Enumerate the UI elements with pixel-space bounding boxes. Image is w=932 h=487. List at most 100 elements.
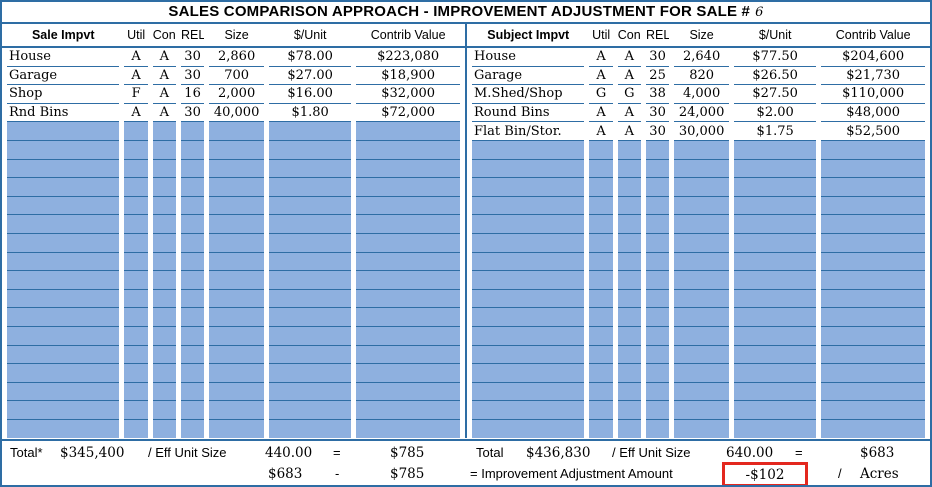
empty-cell[interactable] [209,345,265,365]
empty-cell[interactable] [7,252,120,272]
empty-cell[interactable] [589,159,613,179]
empty-cell[interactable] [209,382,265,402]
empty-cell[interactable] [821,345,925,365]
empty-cell[interactable] [269,345,352,365]
empty-cell[interactable] [180,401,205,420]
empty-cell[interactable] [472,178,585,197]
empty-cell[interactable] [124,233,148,253]
empty-cell[interactable] [269,289,352,309]
empty-cell[interactable] [7,289,120,309]
empty-cell[interactable] [269,308,352,327]
empty-cell[interactable] [645,233,670,253]
empty-cell[interactable] [124,345,148,365]
empty-cell[interactable] [734,178,817,197]
empty-cell[interactable] [645,196,670,216]
empty-cell[interactable] [674,271,730,290]
cell-contrib-value[interactable]: $21,730 [821,67,925,86]
empty-cell[interactable] [472,419,585,439]
cell-contrib-value[interactable]: $72,000 [356,104,460,123]
empty-cell[interactable] [7,326,120,346]
empty-cell[interactable] [152,419,176,439]
empty-cell[interactable] [124,289,148,309]
empty-cell[interactable] [472,382,585,402]
empty-cell[interactable] [617,233,641,253]
empty-cell[interactable] [269,382,352,402]
empty-cell[interactable] [124,308,148,327]
cell-rel[interactable]: 25 [645,67,670,86]
empty-cell[interactable] [734,308,817,327]
empty-cell[interactable] [269,140,352,160]
empty-cell[interactable] [356,271,460,290]
cell-size[interactable]: 40,000 [209,104,265,123]
cell-unit-price[interactable]: $1.75 [734,122,817,141]
empty-cell[interactable] [589,233,613,253]
empty-cell[interactable] [209,364,265,383]
empty-cell[interactable] [356,122,460,141]
empty-cell[interactable] [209,140,265,160]
empty-cell[interactable] [7,345,120,365]
empty-cell[interactable] [124,196,148,216]
empty-cell[interactable] [180,252,205,272]
empty-cell[interactable] [589,382,613,402]
empty-cell[interactable] [674,252,730,272]
empty-cell[interactable] [821,271,925,290]
empty-cell[interactable] [617,252,641,272]
empty-cell[interactable] [180,159,205,179]
empty-cell[interactable] [674,196,730,216]
cell-cond[interactable]: A [152,48,176,67]
empty-cell[interactable] [674,215,730,234]
cell-improvement-name[interactable]: Garage [7,67,120,86]
cell-improvement-name[interactable]: Garage [472,67,585,86]
cell-cond[interactable]: G [617,85,641,104]
empty-cell[interactable] [472,252,585,272]
empty-cell[interactable] [617,271,641,290]
empty-cell[interactable] [472,159,585,179]
cell-unit-price[interactable]: $27.50 [734,85,817,104]
empty-cell[interactable] [734,326,817,346]
empty-cell[interactable] [734,252,817,272]
cell-size[interactable]: 2,640 [674,48,730,67]
empty-cell[interactable] [589,252,613,272]
cell-rel[interactable]: 30 [645,48,670,67]
empty-cell[interactable] [589,401,613,420]
empty-cell[interactable] [821,215,925,234]
cell-cond[interactable]: A [617,122,641,141]
empty-cell[interactable] [124,326,148,346]
empty-cell[interactable] [124,419,148,439]
cell-improvement-name[interactable]: Flat Bin/Stor. [472,122,585,141]
empty-cell[interactable] [152,364,176,383]
cell-improvement-name[interactable]: House [472,48,585,67]
empty-cell[interactable] [472,289,585,309]
empty-cell[interactable] [356,345,460,365]
empty-cell[interactable] [180,140,205,160]
subject-eff-unit-size[interactable]: 640.00 [726,445,774,461]
empty-cell[interactable] [7,364,120,383]
empty-cell[interactable] [617,382,641,402]
empty-cell[interactable] [7,271,120,290]
empty-cell[interactable] [269,271,352,290]
empty-cell[interactable] [645,401,670,420]
empty-cell[interactable] [180,178,205,197]
empty-cell[interactable] [674,401,730,420]
cell-rel[interactable]: 30 [180,67,205,86]
empty-cell[interactable] [645,215,670,234]
empty-cell[interactable] [674,364,730,383]
empty-cell[interactable] [472,308,585,327]
empty-cell[interactable] [734,140,817,160]
empty-cell[interactable] [209,271,265,290]
empty-cell[interactable] [734,345,817,365]
empty-cell[interactable] [645,345,670,365]
cell-unit-price[interactable]: $77.50 [734,48,817,67]
empty-cell[interactable] [7,215,120,234]
empty-cell[interactable] [356,140,460,160]
empty-cell[interactable] [124,364,148,383]
empty-cell[interactable] [152,196,176,216]
cell-util[interactable]: G [589,85,613,104]
empty-cell[interactable] [356,215,460,234]
empty-cell[interactable] [124,140,148,160]
empty-cell[interactable] [645,252,670,272]
cell-cond[interactable]: A [617,67,641,86]
empty-cell[interactable] [209,159,265,179]
cell-unit-price[interactable]: $78.00 [269,48,352,67]
empty-cell[interactable] [152,159,176,179]
